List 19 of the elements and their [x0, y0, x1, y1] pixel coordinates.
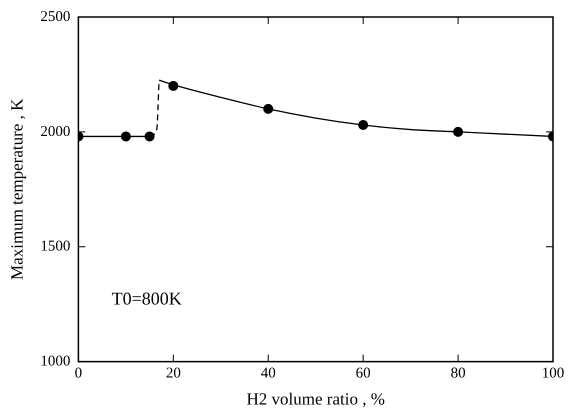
x-tick-label: 60 — [356, 366, 371, 382]
x-tick-label: 100 — [542, 366, 564, 382]
x-tick-label: 20 — [166, 366, 181, 382]
y-axis-title: Maximum temperature , K — [8, 98, 27, 280]
x-axis-title: H2 volume ratio , % — [246, 389, 385, 408]
x-tick-label: 80 — [450, 366, 466, 382]
y-tick-label: 1500 — [40, 238, 70, 255]
y-tick-label: 2000 — [40, 124, 70, 140]
x-tick-label: 0 — [74, 366, 82, 382]
y-tick-label: 1000 — [40, 354, 70, 370]
point — [168, 80, 178, 91]
x-tick-label: 40 — [260, 366, 276, 382]
point — [144, 131, 155, 142]
point — [263, 104, 274, 114]
point — [120, 131, 131, 142]
annotation: T0=800K — [112, 288, 182, 308]
y-tick-label: 2500 — [40, 8, 70, 25]
point — [358, 120, 368, 130]
point — [453, 126, 464, 137]
